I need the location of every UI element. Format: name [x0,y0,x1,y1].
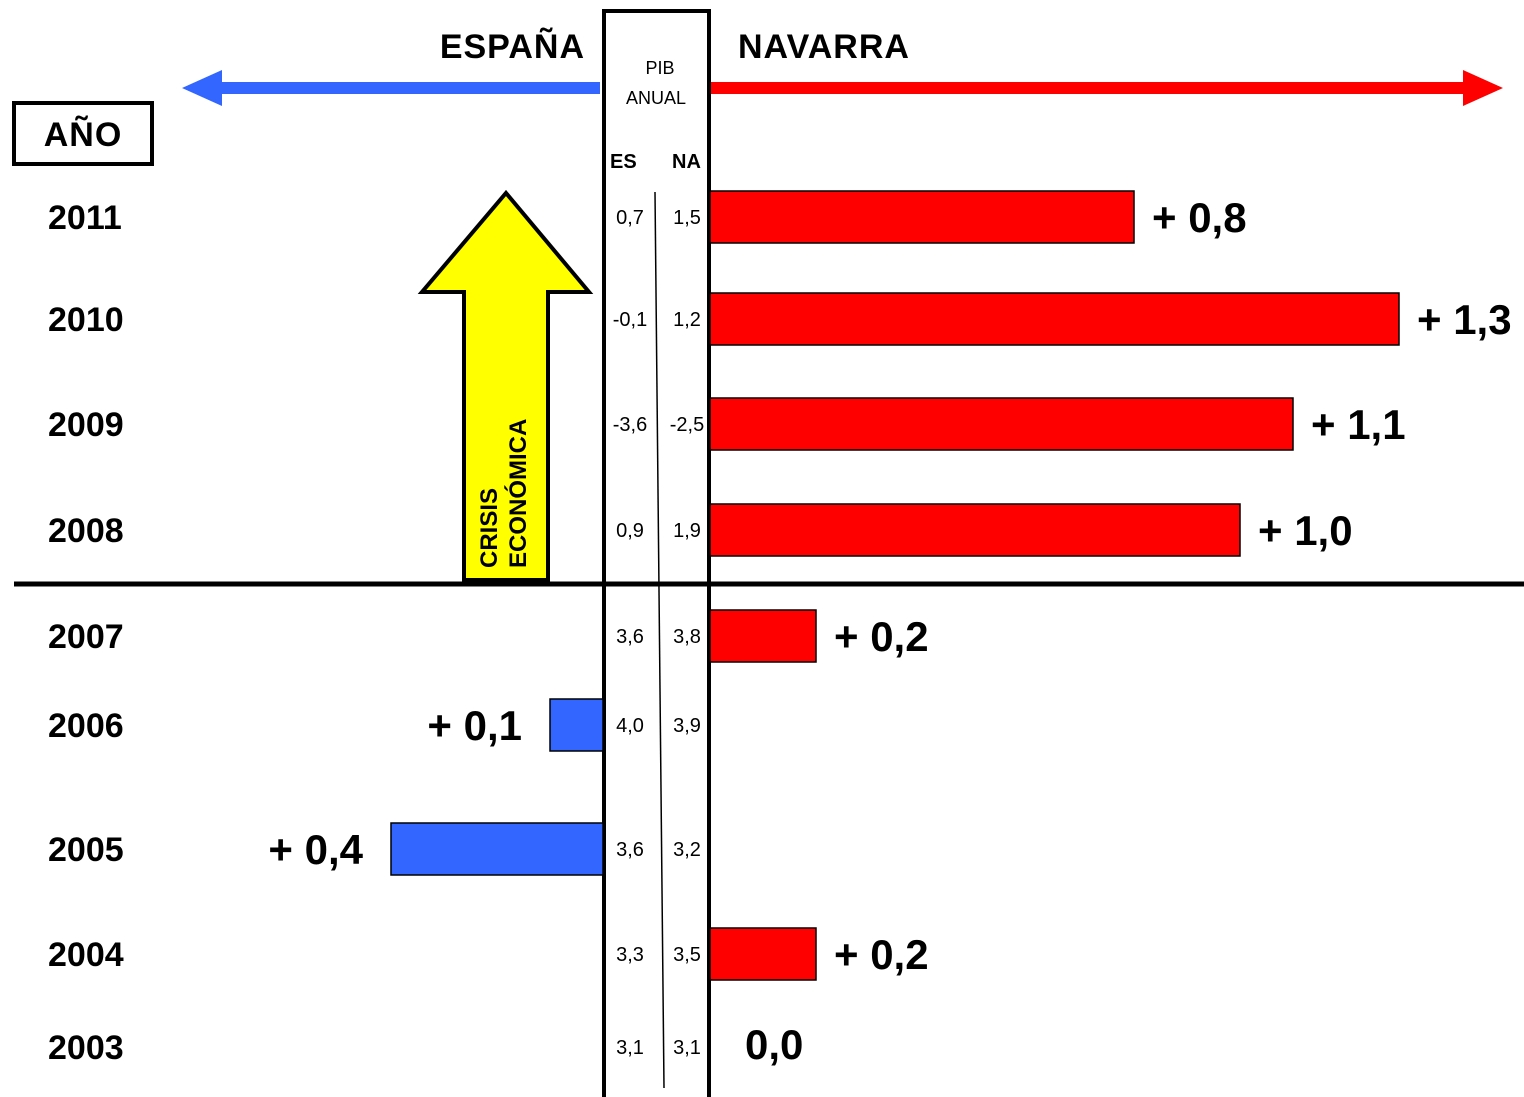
pib-title-line1: PIB [645,58,674,78]
year-label: 2011 [48,199,122,237]
es-value-label: -0,1 [613,309,647,331]
na-value-label: 3,9 [673,715,701,737]
na-value-label: 3,8 [673,626,701,648]
year-label: 2008 [48,512,124,550]
es-value-label: 3,6 [616,839,644,861]
pib-column [602,9,711,1097]
es-value-label: 0,9 [616,520,644,542]
spain-difference-bar [390,822,604,876]
es-value-label: 0,7 [616,207,644,229]
navarra-difference-bar [709,927,817,981]
difference-label: + 1,1 [1311,401,1406,448]
spain-label: ESPAÑA [440,28,585,66]
na-value-label: 1,2 [673,309,701,331]
spain-difference-bar [549,698,604,752]
difference-label: + 0,8 [1152,194,1247,241]
navarra-difference-bar [709,292,1400,346]
na-value-label: -2,5 [670,414,704,436]
crisis-label-line1: CRISIS [476,488,503,568]
year-header-label: AÑO [44,116,123,154]
crisis-arrow [417,189,594,582]
col-es-header: ES [610,151,637,173]
es-value-label: 3,1 [616,1037,644,1059]
difference-label: + 0,2 [834,931,929,978]
year-label: 2003 [48,1029,124,1067]
navarra-difference-bar [709,503,1241,557]
na-value-label: 1,9 [673,520,701,542]
year-header-box [12,101,154,166]
es-value-label: 3,3 [616,944,644,966]
year-label: 2007 [48,618,124,656]
year-label: 2009 [48,406,124,444]
year-label: 2006 [48,707,124,745]
na-value-label: 3,2 [673,839,701,861]
navarra-difference-bar [709,609,817,663]
year-label: 2005 [48,831,124,869]
difference-label: + 1,3 [1417,296,1512,343]
es-value-label: 4,0 [616,715,644,737]
difference-label: + 1,0 [1258,507,1353,554]
navarra-label: NAVARRA [738,28,910,66]
col-na-header: NA [672,151,701,173]
column-divider [654,191,665,1089]
na-value-label: 3,5 [673,944,701,966]
difference-label: + 0,4 [268,826,363,873]
year-label: 2010 [48,301,124,339]
difference-label: + 0,1 [427,702,522,749]
na-value-label: 3,1 [673,1037,701,1059]
year-label: 2004 [48,936,124,974]
navarra-direction-arrow [710,70,1503,106]
crisis-label-line2: ECONÓMICA [504,419,532,568]
navarra-difference-bar [709,397,1294,451]
difference-label: + 0,2 [834,613,929,660]
difference-label: 0,0 [745,1021,803,1068]
es-value-label: 3,6 [616,626,644,648]
navarra-difference-bar [709,190,1135,244]
na-value-label: 1,5 [673,207,701,229]
es-value-label: -3,6 [613,414,647,436]
spain-direction-arrow [182,70,600,106]
pib-title-line2: ANUAL [626,88,686,108]
